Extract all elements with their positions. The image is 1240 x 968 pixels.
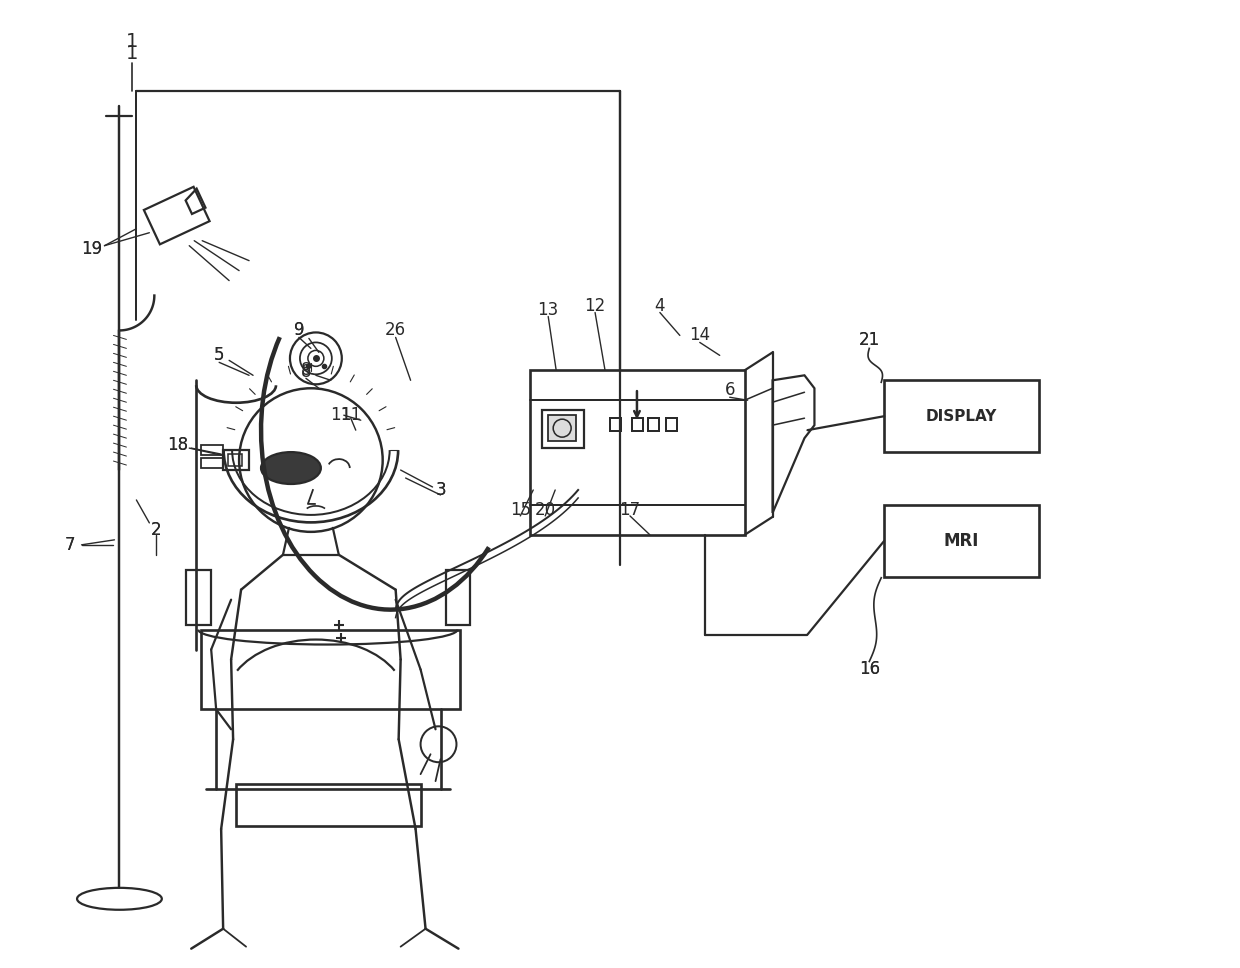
Text: 6: 6 [724, 381, 735, 399]
Text: 15: 15 [510, 500, 531, 519]
Text: 19: 19 [81, 240, 102, 257]
Text: 19: 19 [81, 240, 102, 257]
Text: 21: 21 [858, 331, 880, 349]
Text: 16: 16 [859, 660, 880, 679]
Text: 14: 14 [689, 326, 711, 345]
Text: 9: 9 [294, 321, 304, 340]
Text: 1: 1 [126, 44, 139, 63]
Text: DISPLAY: DISPLAY [925, 408, 997, 424]
Text: 11: 11 [340, 407, 361, 424]
Bar [228, 454, 242, 466]
Bar [666, 418, 677, 431]
Text: 13: 13 [538, 301, 559, 319]
Bar [445, 570, 470, 624]
Bar [649, 418, 658, 431]
Text: 3: 3 [435, 481, 446, 499]
Text: 21: 21 [858, 331, 880, 349]
Bar [201, 458, 223, 469]
Text: 18: 18 [166, 437, 187, 454]
Text: 8: 8 [300, 363, 311, 381]
Text: 11: 11 [330, 407, 351, 424]
Bar [223, 450, 249, 470]
Text: 18: 18 [166, 437, 187, 454]
Text: 7: 7 [64, 536, 74, 554]
Text: 9: 9 [294, 321, 304, 340]
Text: 7: 7 [64, 536, 74, 554]
Bar [548, 415, 577, 441]
Text: 1: 1 [126, 32, 139, 50]
Text: 16: 16 [859, 660, 880, 679]
Bar [201, 629, 460, 710]
Bar [610, 418, 621, 431]
Text: 5: 5 [215, 347, 224, 364]
Text: 8: 8 [300, 361, 311, 379]
Bar [186, 570, 211, 624]
Bar [144, 187, 210, 244]
Text: 17: 17 [620, 500, 641, 519]
Text: 2: 2 [151, 521, 161, 539]
Bar [236, 784, 420, 826]
Ellipse shape [262, 452, 321, 484]
Text: 3: 3 [435, 481, 446, 499]
Bar [201, 445, 223, 455]
Text: 26: 26 [386, 321, 407, 340]
Text: 4: 4 [655, 296, 665, 315]
Bar [542, 410, 584, 448]
Bar [531, 371, 745, 535]
Text: 2: 2 [151, 521, 161, 539]
Text: 20: 20 [534, 500, 556, 519]
Text: 5: 5 [215, 347, 224, 364]
Bar [884, 505, 1039, 577]
Bar [884, 380, 1039, 452]
Text: 12: 12 [584, 296, 605, 315]
Bar [632, 418, 642, 431]
Text: MRI: MRI [944, 531, 978, 550]
